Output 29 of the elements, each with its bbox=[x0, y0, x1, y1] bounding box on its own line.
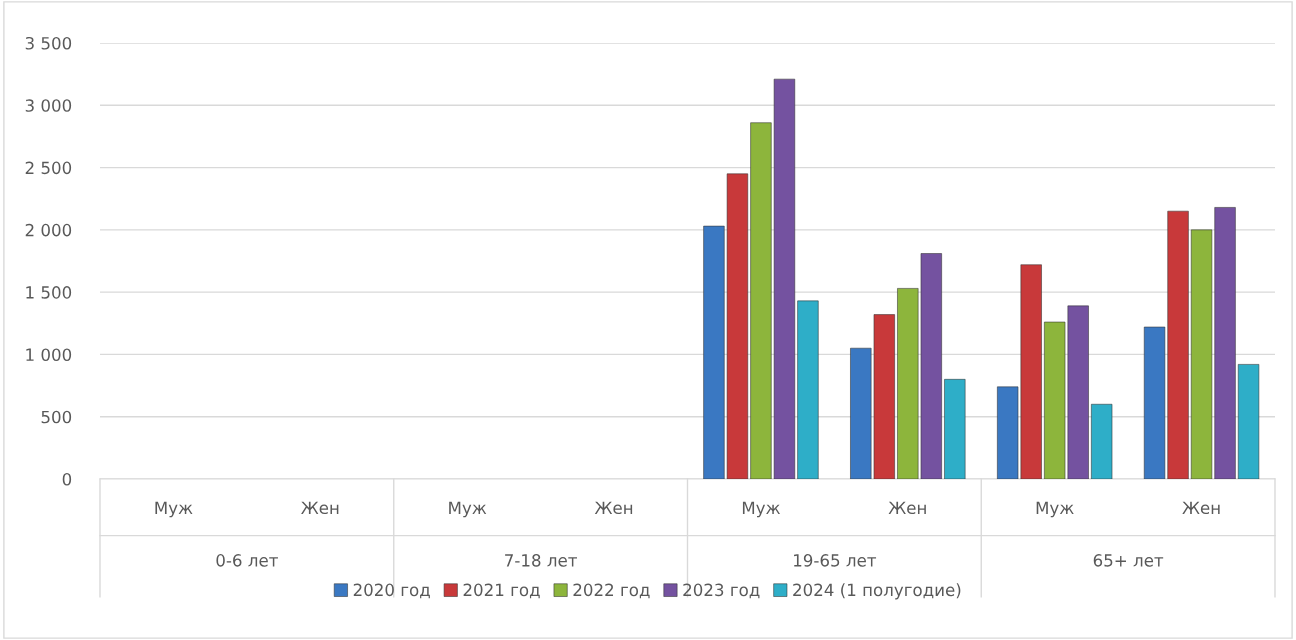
bar bbox=[1091, 403, 1113, 479]
x-tick-label: Муж bbox=[742, 501, 780, 518]
x-tick-label: Муж bbox=[155, 501, 193, 518]
y-tick-label: 1 500 bbox=[26, 286, 72, 299]
bar bbox=[1237, 364, 1260, 479]
text: 65+ лет bbox=[1093, 554, 1164, 567]
text: 0-6 лет bbox=[216, 554, 278, 567]
y-tick-label: 2 000 bbox=[25, 223, 72, 237]
legend-label: 2022 год bbox=[573, 583, 650, 599]
x-tick-label: Жен bbox=[594, 501, 633, 515]
legend-label: 2024 (1 полугодие) bbox=[793, 583, 961, 600]
y-tick-label: 3 000 bbox=[25, 99, 72, 112]
legend-label: 2020 год bbox=[353, 583, 430, 599]
y-tick-label: 1 000 bbox=[26, 348, 72, 361]
y-tick-label: 0 bbox=[62, 472, 72, 486]
bar bbox=[944, 379, 966, 479]
legend-label: 2023 год bbox=[683, 583, 760, 599]
bar bbox=[797, 300, 819, 479]
x-tick-label: Жен bbox=[301, 501, 339, 515]
y-tick-label: 2 500 bbox=[25, 161, 72, 175]
x-tick-label: Муж bbox=[449, 501, 487, 518]
text: 7-18 лет bbox=[505, 554, 578, 567]
x-tick-label: Жен bbox=[1182, 501, 1220, 515]
x-tick-label: Жен bbox=[888, 501, 926, 515]
text: 19-65 лет bbox=[794, 554, 877, 567]
legend-label: 2021 год bbox=[463, 583, 540, 599]
y-tick-label: 500 bbox=[41, 410, 72, 424]
y-tick-label: 3 500 bbox=[25, 36, 72, 50]
x-tick-label: Муж bbox=[1036, 501, 1074, 518]
